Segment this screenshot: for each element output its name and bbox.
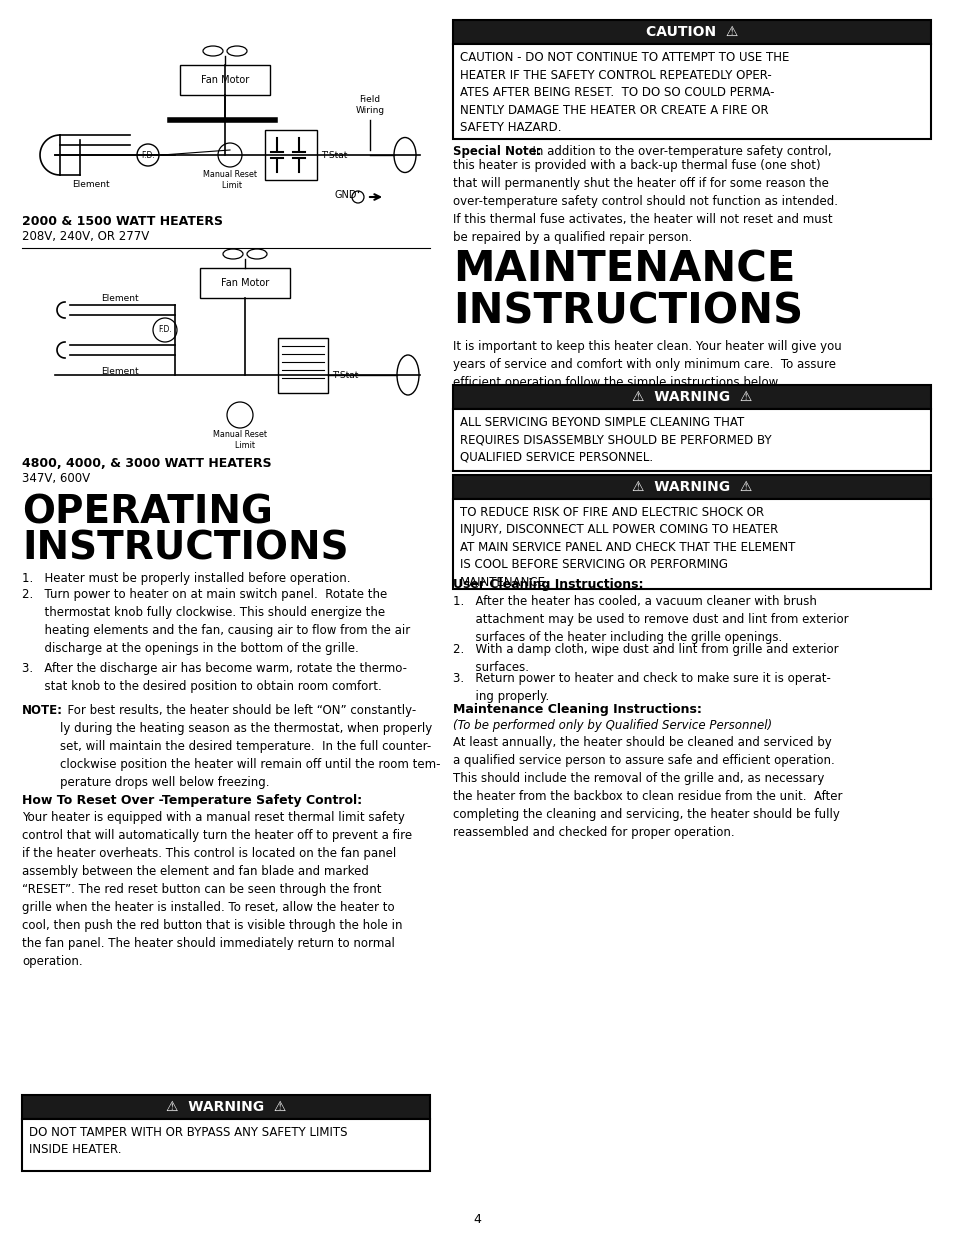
Text: Manual Reset
  Limit: Manual Reset Limit — [203, 170, 256, 190]
Text: 3.   After the discharge air has become warm, rotate the thermo-
      stat knob: 3. After the discharge air has become wa… — [22, 662, 407, 693]
Text: MAINTENANCE: MAINTENANCE — [453, 248, 795, 290]
Text: Special Note:: Special Note: — [453, 144, 541, 158]
Text: INSTRUCTIONS: INSTRUCTIONS — [453, 290, 802, 332]
Text: 4: 4 — [473, 1214, 480, 1226]
Text: Fan Motor: Fan Motor — [221, 278, 269, 288]
Text: How To Reset Over -Temperature Safety Control:: How To Reset Over -Temperature Safety Co… — [22, 794, 362, 806]
Bar — [453, 475, 930, 499]
Text: At least annually, the heater should be cleaned and serviced by
a qualified serv: At least annually, the heater should be … — [453, 736, 841, 839]
Text: NOTE:: NOTE: — [22, 704, 63, 718]
Text: Element: Element — [101, 294, 139, 303]
Text: GND: GND — [335, 190, 357, 200]
Text: Your heater is equipped with a manual reset thermal limit safety
control that wi: Your heater is equipped with a manual re… — [22, 811, 412, 968]
Text: F.D.: F.D. — [141, 151, 154, 159]
Bar — [22, 1095, 430, 1119]
Bar — [453, 20, 930, 44]
Bar — [200, 268, 290, 298]
Text: T'Stat: T'Stat — [320, 151, 347, 159]
Text: Field
Wiring: Field Wiring — [355, 95, 384, 115]
Text: 2.   With a damp cloth, wipe dust and lint from grille and exterior
      surfac: 2. With a damp cloth, wipe dust and lint… — [453, 643, 838, 674]
Text: 1.   Heater must be properly installed before operation.: 1. Heater must be properly installed bef… — [22, 572, 350, 585]
Text: User Cleaning Instructions:: User Cleaning Instructions: — [453, 578, 643, 592]
Text: F.D.: F.D. — [158, 326, 172, 335]
Bar — [22, 1119, 430, 1171]
Text: DO NOT TAMPER WITH OR BYPASS ANY SAFETY LIMITS
INSIDE HEATER.: DO NOT TAMPER WITH OR BYPASS ANY SAFETY … — [29, 1126, 347, 1156]
Bar — [453, 385, 930, 409]
Text: 4800, 4000, & 3000 WATT HEATERS: 4800, 4000, & 3000 WATT HEATERS — [22, 457, 272, 471]
Text: CAUTION - DO NOT CONTINUE TO ATTEMPT TO USE THE
HEATER IF THE SAFETY CONTROL REP: CAUTION - DO NOT CONTINUE TO ATTEMPT TO … — [459, 51, 788, 135]
Text: 347V, 600V: 347V, 600V — [22, 472, 90, 485]
Text: Maintenance Cleaning Instructions:: Maintenance Cleaning Instructions: — [453, 703, 701, 716]
Text: 3.   Return power to heater and check to make sure it is operat-
      ing prope: 3. Return power to heater and check to m… — [453, 672, 830, 703]
Text: this heater is provided with a back-up thermal fuse (one shot)
that will permane: this heater is provided with a back-up t… — [453, 159, 837, 245]
Bar — [453, 409, 930, 471]
Text: ⚠  WARNING  ⚠: ⚠ WARNING ⚠ — [631, 390, 751, 404]
Text: Fan Motor: Fan Motor — [201, 75, 249, 85]
Text: T'Stat: T'Stat — [332, 370, 358, 379]
Bar — [265, 130, 316, 180]
Text: CAUTION  ⚠: CAUTION ⚠ — [645, 25, 738, 40]
Text: ALL SERVICING BEYOND SIMPLE CLEANING THAT
REQUIRES DISASSEMBLY SHOULD BE PERFORM: ALL SERVICING BEYOND SIMPLE CLEANING THA… — [459, 416, 771, 464]
Text: TO REDUCE RISK OF FIRE AND ELECTRIC SHOCK OR
INJURY, DISCONNECT ALL POWER COMING: TO REDUCE RISK OF FIRE AND ELECTRIC SHOC… — [459, 506, 795, 589]
Bar — [453, 499, 930, 589]
Text: (To be performed only by Qualified Service Personnel): (To be performed only by Qualified Servi… — [453, 719, 771, 732]
Text: 2000 & 1500 WATT HEATERS: 2000 & 1500 WATT HEATERS — [22, 215, 223, 228]
Bar — [180, 65, 270, 95]
Text: 1.   After the heater has cooled, a vacuum cleaner with brush
      attachment m: 1. After the heater has cooled, a vacuum… — [453, 595, 848, 643]
Bar — [277, 338, 328, 393]
Text: 2.   Turn power to heater on at main switch panel.  Rotate the
      thermostat : 2. Turn power to heater on at main switc… — [22, 588, 410, 655]
Text: 208V, 240V, OR 277V: 208V, 240V, OR 277V — [22, 230, 149, 243]
Bar — [453, 44, 930, 140]
Text: For best results, the heater should be left “ON” constantly-
ly during the heati: For best results, the heater should be l… — [60, 704, 440, 789]
Text: INSTRUCTIONS: INSTRUCTIONS — [22, 530, 348, 568]
Text: In addition to the over-temperature safety control,: In addition to the over-temperature safe… — [524, 144, 831, 158]
Text: Manual Reset
    Limit: Manual Reset Limit — [213, 430, 267, 450]
Text: Element: Element — [101, 367, 139, 375]
Text: OPERATING: OPERATING — [22, 493, 273, 531]
Text: Element: Element — [71, 180, 110, 189]
Text: ⚠  WARNING  ⚠: ⚠ WARNING ⚠ — [631, 480, 751, 494]
Text: ⚠  WARNING  ⚠: ⚠ WARNING ⚠ — [166, 1100, 286, 1114]
Text: It is important to keep this heater clean. Your heater will give you
years of se: It is important to keep this heater clea… — [453, 340, 841, 389]
